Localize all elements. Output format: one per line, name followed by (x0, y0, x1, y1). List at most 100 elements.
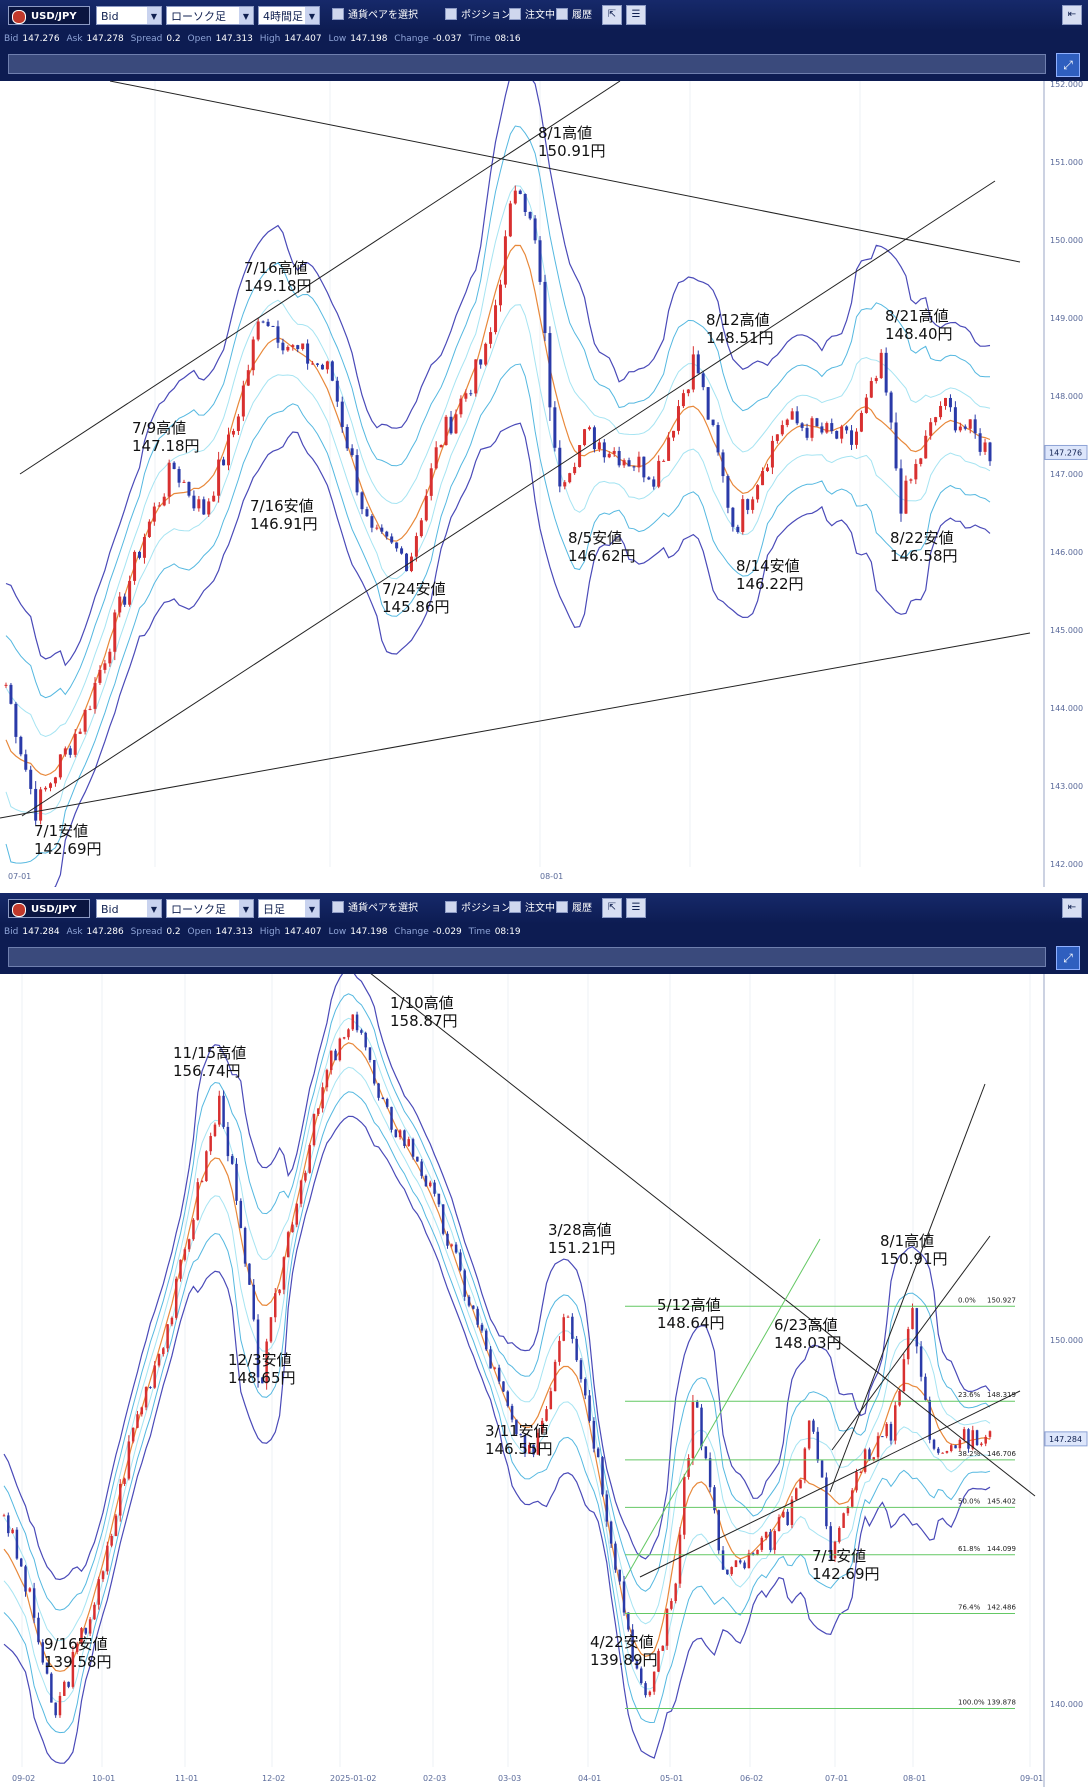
settings-icon[interactable]: ☰ (626, 898, 646, 918)
annotation-price: 146.58円 (890, 547, 958, 565)
time-tick-label: 09-02 (12, 1774, 35, 1783)
candle-body (200, 1181, 204, 1183)
candle-body (276, 326, 280, 343)
annotation-price: 148.51円 (706, 329, 774, 347)
candle-body (948, 397, 952, 408)
candle-body (157, 1354, 161, 1366)
candle-body (429, 468, 433, 496)
order-toggle[interactable]: 注文中 (509, 901, 555, 916)
expand-icon[interactable]: ⤢ (1056, 946, 1080, 970)
timeframe-select[interactable]: 日足 ▼ (258, 899, 320, 918)
candle-body (984, 1436, 987, 1444)
pair-select-button[interactable]: 通貨ペアを選択 (332, 901, 418, 916)
candle-body (127, 1441, 131, 1479)
candle-body (136, 1414, 139, 1428)
chart-type-select[interactable]: ローソク足 ▼ (166, 6, 254, 25)
symbol-selector[interactable]: USD/JPY (8, 899, 90, 918)
candle-body (924, 1376, 927, 1400)
candle-body (347, 1029, 350, 1038)
bollinger-band-3sigma-lower (53, 422, 991, 887)
candle-body (665, 1608, 669, 1646)
timeframe-select[interactable]: 4時間足 ▼ (258, 6, 320, 25)
expand-icon[interactable]: ⤢ (1056, 53, 1080, 77)
candle-body (54, 1702, 57, 1716)
candle-body (553, 1361, 557, 1392)
candle-body (34, 788, 38, 821)
export-icon[interactable]: ⇱ (602, 5, 622, 25)
price-tick-label: 150.000 (1050, 1336, 1083, 1345)
high-label: High (259, 927, 281, 937)
candle-body (403, 1130, 406, 1146)
candle-body (761, 470, 765, 486)
candle-body (932, 1439, 936, 1449)
candle-body (4, 684, 8, 686)
settings-icon[interactable]: ☰ (626, 5, 646, 25)
navigator-scrollbar[interactable] (8, 947, 1046, 967)
checkbox-icon (509, 901, 521, 913)
ask-label: Ask (66, 34, 83, 44)
collapse-icon[interactable]: ⇤ (1062, 5, 1082, 25)
candle-body (441, 1204, 445, 1234)
candle-body (256, 1319, 260, 1378)
fibonacci-pct-label: 0.0% (958, 1296, 976, 1304)
position-toggle[interactable]: ポジション (445, 901, 511, 916)
fibonacci-pct-label: 50.0% (958, 1497, 981, 1505)
navigator-scrollbar[interactable] (8, 54, 1046, 74)
candle-body (88, 1619, 92, 1634)
collapse-icon[interactable]: ⇤ (1062, 898, 1082, 918)
candle-body (213, 1124, 217, 1137)
candle-body (368, 1047, 372, 1060)
chart-type-select[interactable]: ローソク足 ▼ (166, 899, 254, 918)
price-type-select[interactable]: Bid ▼ (96, 899, 162, 918)
candle-body (609, 1521, 613, 1544)
candle-body (968, 419, 972, 429)
candle-body (631, 1629, 634, 1662)
price-chart-4h[interactable]: 152.000 151.000 150.000 149.000 148.000 147.0… (0, 81, 1088, 887)
time-tick-label: 03-03 (498, 1774, 521, 1783)
candle-body (782, 1511, 785, 1518)
candle-body (743, 1562, 746, 1569)
price-chart-daily[interactable]: 0.0% 150.927 23.6% 148.319 38.2% 146.706 50.0%… (0, 974, 1088, 1787)
candle-body (269, 1317, 273, 1342)
chart-toolbar: USD/JPY Bid ▼ ローソク足 ▼ 4時間足 ▼ 通貨ペアを選択 ポジシ… (0, 0, 1088, 31)
pair-select-button[interactable]: 通貨ペアを選択 (332, 8, 418, 23)
candle-body (652, 1671, 656, 1692)
history-toggle[interactable]: 履歴 (556, 901, 592, 916)
position-toggle[interactable]: ポジション (445, 8, 511, 23)
time-tick-label: 06-02 (740, 1774, 763, 1783)
candle-body (149, 1387, 152, 1389)
candle-body (317, 1108, 320, 1114)
candle-body (945, 1450, 949, 1453)
history-toggle[interactable]: 履歴 (556, 8, 592, 23)
price-type-select[interactable]: Bid ▼ (96, 6, 162, 25)
candle-body (859, 1471, 863, 1473)
candle-body (622, 460, 626, 466)
candle-body (807, 1420, 811, 1449)
annotation-date: 12/3安値 (228, 1351, 292, 1369)
candle-body (578, 445, 582, 467)
candle-body (424, 1175, 428, 1187)
export-icon[interactable]: ⇱ (602, 898, 622, 918)
trend-line (109, 81, 1021, 263)
candle-body (49, 783, 53, 788)
current-price-box (1044, 444, 1088, 460)
candle-body (820, 1460, 824, 1478)
candle-body (988, 1431, 992, 1437)
candle-body (889, 392, 893, 423)
candle-body (543, 281, 547, 334)
candle-body (805, 427, 809, 438)
candle-body (235, 1163, 238, 1201)
candle-body (764, 1531, 768, 1538)
candle-body (579, 1360, 583, 1380)
candle-body (978, 433, 982, 452)
candle-body (734, 1560, 738, 1568)
quote-info-bar: Bid 147.276 Ask 147.278 Spread 0.2 Open 147.… (0, 31, 1088, 48)
candle-body (11, 1529, 14, 1534)
candle-body (118, 596, 122, 613)
candle-body (566, 1316, 570, 1318)
candle-body (533, 218, 537, 241)
symbol-selector[interactable]: USD/JPY (8, 6, 90, 25)
candle-body (803, 1448, 807, 1480)
candle-body (810, 418, 814, 438)
order-toggle[interactable]: 注文中 (509, 8, 555, 23)
